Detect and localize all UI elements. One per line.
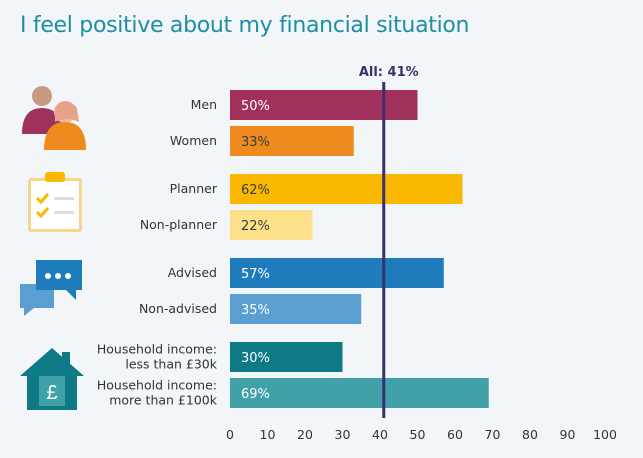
x-tick-label: 80 bbox=[522, 427, 538, 442]
category-label: Advised bbox=[168, 265, 217, 280]
category-label: Household income: bbox=[97, 378, 217, 393]
bar-value-label: 30% bbox=[241, 351, 270, 366]
bar-value-label: 22% bbox=[241, 219, 270, 234]
bar-value-label: 35% bbox=[241, 303, 270, 318]
category-icons: £ bbox=[20, 86, 86, 410]
x-tick-label: 50 bbox=[410, 427, 426, 442]
x-tick-label: 40 bbox=[372, 427, 388, 442]
bar bbox=[230, 210, 313, 240]
bar-value-label: 33% bbox=[241, 135, 270, 150]
x-tick-label: 100 bbox=[593, 427, 617, 442]
category-label: Non-advised bbox=[139, 301, 217, 316]
x-tick-label: 20 bbox=[297, 427, 313, 442]
category-label: Women bbox=[170, 133, 217, 148]
category-label: Men bbox=[191, 97, 217, 112]
x-tick-label: 90 bbox=[560, 427, 576, 442]
bar bbox=[230, 174, 463, 204]
clipboard-checklist-icon bbox=[28, 172, 82, 232]
svg-text:£: £ bbox=[46, 382, 57, 404]
reference-line-group: All: 41% bbox=[359, 65, 419, 418]
category-label: Household income: bbox=[97, 342, 217, 357]
x-axis: 0 10 20 30 40 50 60 70 80 90 100 bbox=[226, 427, 617, 442]
bar-value-label: 62% bbox=[241, 183, 270, 198]
category-label: Planner bbox=[170, 181, 218, 196]
x-tick-label: 10 bbox=[260, 427, 276, 442]
category-label: less than £30k bbox=[125, 357, 217, 372]
category-label: Non-planner bbox=[140, 217, 218, 232]
bar-value-label: 57% bbox=[241, 267, 270, 282]
bar bbox=[230, 378, 489, 408]
x-tick-label: 70 bbox=[485, 427, 501, 442]
x-tick-label: 0 bbox=[226, 427, 234, 442]
bar-value-label: 69% bbox=[241, 387, 270, 402]
bar bbox=[230, 342, 343, 372]
bar bbox=[230, 126, 354, 156]
bar bbox=[230, 294, 362, 324]
chat-bubbles-icon bbox=[20, 260, 82, 316]
category-label: more than £100k bbox=[109, 393, 218, 408]
bar bbox=[230, 90, 418, 120]
bar bbox=[230, 258, 444, 288]
bars-group: 50% 33% 62% 22% 57% 35% 30% 69% bbox=[230, 90, 489, 408]
house-pound-icon: £ bbox=[20, 348, 84, 410]
x-tick-label: 60 bbox=[447, 427, 463, 442]
bar-value-label: 50% bbox=[241, 99, 270, 114]
people-icon bbox=[22, 86, 86, 150]
chart-title: I feel positive about my financial situa… bbox=[20, 13, 470, 38]
x-tick-label: 30 bbox=[335, 427, 351, 442]
reference-line-label: All: 41% bbox=[359, 65, 419, 80]
category-labels: Men Women Planner Non-planner Advised Non-adv… bbox=[97, 97, 218, 408]
